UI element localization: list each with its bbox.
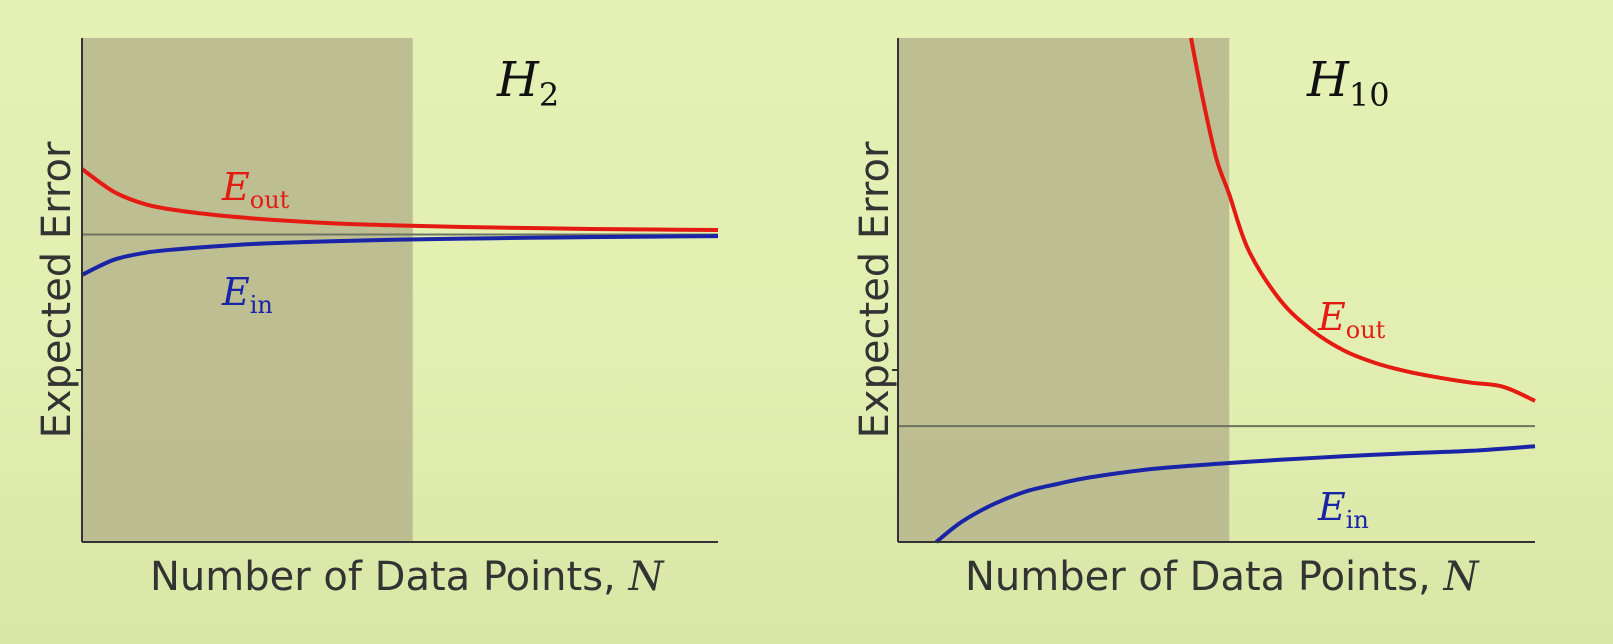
shaded-region: [898, 38, 1230, 542]
ein-label: Ein: [1317, 485, 1369, 534]
ein-curve: [81, 234, 719, 277]
ein-curve: [934, 444, 1536, 544]
ein-label: Ein: [221, 270, 273, 319]
chart-panel-h2: Expected Error Number of Data Points, N …: [34, 38, 719, 600]
chart-panel-h10: Expected Error Number of Data Points, N …: [852, 37, 1536, 600]
shaded-region: [82, 38, 413, 542]
eout-label: Eout: [1317, 295, 1386, 344]
chart-title: H10: [1306, 52, 1390, 114]
x-axis-label: Number of Data Points, N: [150, 554, 665, 600]
eout-label: Eout: [221, 165, 290, 214]
x-axis-label: Number of Data Points, N: [965, 554, 1480, 600]
y-axis-label: Expected Error: [34, 141, 80, 438]
chart-title: H2: [496, 52, 559, 114]
eout-curve: [80, 167, 719, 232]
y-axis-label: Expected Error: [852, 141, 898, 438]
eout-curve: [1189, 37, 1536, 403]
